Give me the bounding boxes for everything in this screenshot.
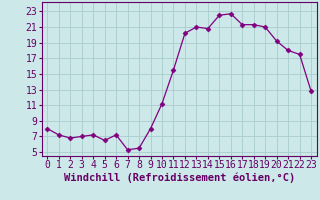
- X-axis label: Windchill (Refroidissement éolien,°C): Windchill (Refroidissement éolien,°C): [64, 173, 295, 183]
